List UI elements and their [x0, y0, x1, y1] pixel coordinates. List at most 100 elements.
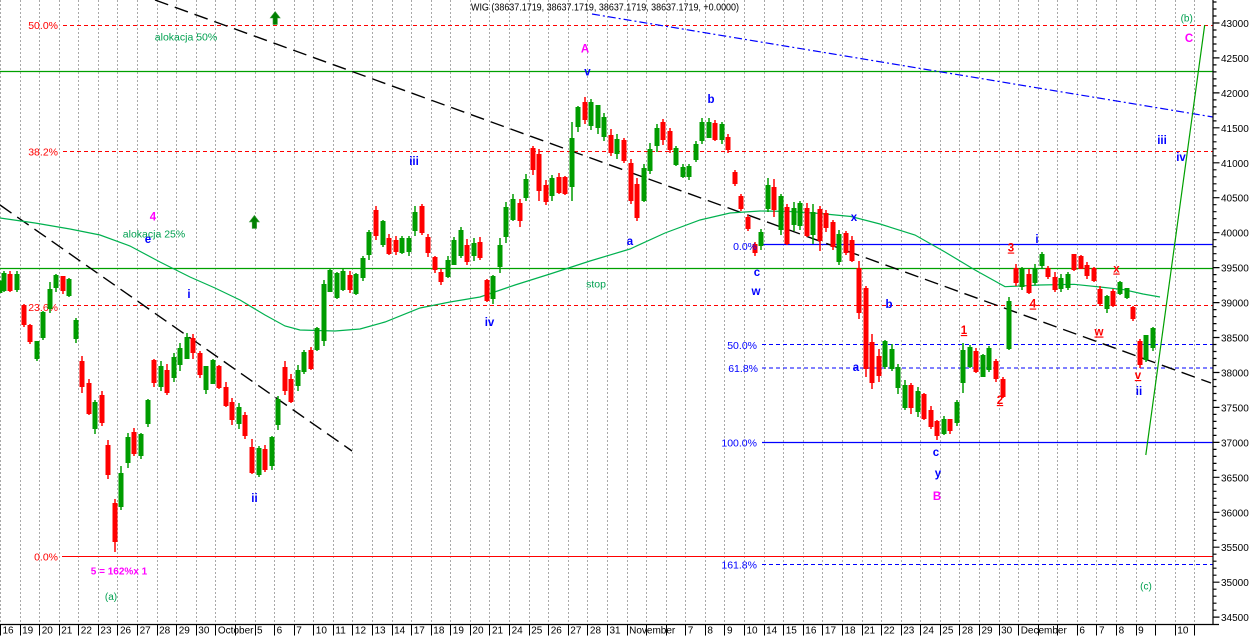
- svg-text:16: 16: [805, 626, 817, 636]
- svg-text:21: 21: [492, 626, 504, 636]
- svg-text:9: 9: [1138, 626, 1144, 636]
- svg-text:17: 17: [825, 626, 837, 636]
- svg-text:ii: ii: [251, 493, 257, 505]
- svg-text:27: 27: [570, 626, 582, 636]
- svg-text:39000: 39000: [1221, 299, 1249, 310]
- svg-text:December: December: [1021, 626, 1068, 636]
- svg-text:30: 30: [1001, 626, 1013, 636]
- svg-text:5 = 162%x 1: 5 = 162%x 1: [91, 567, 148, 578]
- svg-text:iii: iii: [1157, 135, 1167, 147]
- svg-text:34500: 34500: [1221, 613, 1249, 624]
- svg-text:39500: 39500: [1221, 264, 1249, 275]
- svg-text:42500: 42500: [1221, 54, 1249, 65]
- svg-text:10: 10: [747, 626, 759, 636]
- svg-text:e: e: [145, 234, 151, 246]
- svg-text:22: 22: [884, 626, 896, 636]
- svg-text:0.0%: 0.0%: [34, 552, 58, 564]
- svg-text:37500: 37500: [1221, 403, 1249, 414]
- svg-text:10: 10: [1177, 626, 1189, 636]
- svg-text:iv: iv: [1176, 152, 1186, 164]
- svg-text:25: 25: [942, 626, 954, 636]
- svg-text:v: v: [584, 66, 591, 78]
- svg-text:20: 20: [472, 626, 484, 636]
- svg-text:5: 5: [257, 626, 263, 636]
- svg-text:43000: 43000: [1221, 19, 1249, 30]
- svg-text:22: 22: [81, 626, 93, 636]
- svg-text:26: 26: [120, 626, 132, 636]
- svg-text:38500: 38500: [1221, 334, 1249, 345]
- svg-text:0.0%: 0.0%: [733, 241, 757, 253]
- svg-text:a: a: [853, 362, 860, 374]
- svg-text:4: 4: [150, 212, 157, 224]
- svg-text:iv: iv: [485, 317, 495, 329]
- svg-text:i: i: [187, 289, 190, 301]
- svg-text:c: c: [933, 447, 940, 459]
- svg-text:50.0%: 50.0%: [727, 340, 757, 352]
- svg-text:21: 21: [864, 626, 876, 636]
- svg-text:40500: 40500: [1221, 194, 1249, 205]
- svg-text:35500: 35500: [1221, 543, 1249, 554]
- svg-text:x: x: [851, 212, 858, 224]
- svg-text:19: 19: [453, 626, 465, 636]
- svg-text:WIG (38637.1719, 38637.1719, 3: WIG (38637.1719, 38637.1719, 38637.1719,…: [471, 3, 739, 14]
- svg-text:iii: iii: [409, 156, 419, 168]
- svg-text:w: w: [751, 286, 761, 298]
- svg-text:23: 23: [903, 626, 915, 636]
- svg-text:November: November: [629, 626, 676, 636]
- svg-text:alokacja 50%: alokacja 50%: [155, 32, 217, 44]
- svg-text:20: 20: [42, 626, 54, 636]
- svg-text:3: 3: [1008, 243, 1014, 255]
- svg-text:6: 6: [1079, 626, 1085, 636]
- svg-text:161.8%: 161.8%: [721, 560, 757, 572]
- svg-text:7: 7: [296, 626, 302, 636]
- svg-text:8: 8: [1119, 626, 1125, 636]
- svg-text:18: 18: [844, 626, 856, 636]
- svg-text:30: 30: [198, 626, 210, 636]
- svg-text:y: y: [935, 468, 942, 480]
- svg-text:(a): (a): [105, 592, 117, 603]
- svg-text:15: 15: [786, 626, 798, 636]
- svg-text:28: 28: [962, 626, 974, 636]
- svg-text:37000: 37000: [1221, 438, 1249, 449]
- svg-text:8: 8: [707, 626, 713, 636]
- svg-text:x: x: [1113, 264, 1120, 276]
- svg-text:38000: 38000: [1221, 369, 1249, 380]
- svg-text:17: 17: [414, 626, 426, 636]
- svg-text:28: 28: [590, 626, 602, 636]
- svg-text:40000: 40000: [1221, 229, 1249, 240]
- svg-text:10: 10: [316, 626, 328, 636]
- svg-text:14: 14: [394, 626, 406, 636]
- svg-text:16: 16: [3, 626, 15, 636]
- svg-text:b: b: [885, 299, 892, 311]
- svg-text:1: 1: [961, 325, 968, 337]
- svg-text:B: B: [933, 491, 941, 503]
- svg-text:26: 26: [551, 626, 563, 636]
- svg-text:2: 2: [997, 395, 1003, 407]
- svg-text:C: C: [1185, 33, 1193, 45]
- svg-text:stop: stop: [586, 279, 606, 291]
- svg-text:6: 6: [277, 626, 283, 636]
- svg-text:61.8%: 61.8%: [728, 363, 758, 375]
- svg-text:(c): (c): [1140, 582, 1152, 593]
- svg-text:7: 7: [1099, 626, 1105, 636]
- svg-text:29: 29: [179, 626, 191, 636]
- svg-text:c: c: [754, 267, 761, 279]
- svg-text:v: v: [1135, 370, 1142, 382]
- svg-text:October: October: [218, 626, 254, 636]
- svg-text:24: 24: [512, 626, 524, 636]
- svg-text:19: 19: [22, 626, 34, 636]
- svg-text:36500: 36500: [1221, 473, 1249, 484]
- svg-text:35000: 35000: [1221, 578, 1249, 589]
- svg-text:23: 23: [100, 626, 112, 636]
- svg-text:27: 27: [140, 626, 152, 636]
- svg-text:50.0%: 50.0%: [28, 20, 58, 32]
- svg-text:alokacja 25%: alokacja 25%: [123, 229, 185, 241]
- svg-text:41000: 41000: [1221, 159, 1249, 170]
- svg-text:14: 14: [766, 626, 778, 636]
- svg-text:31: 31: [610, 626, 622, 636]
- svg-text:100.0%: 100.0%: [721, 438, 757, 450]
- svg-text:42000: 42000: [1221, 89, 1249, 100]
- svg-text:A: A: [581, 44, 589, 56]
- svg-text:i: i: [1035, 234, 1038, 246]
- svg-text:ii: ii: [1136, 386, 1142, 398]
